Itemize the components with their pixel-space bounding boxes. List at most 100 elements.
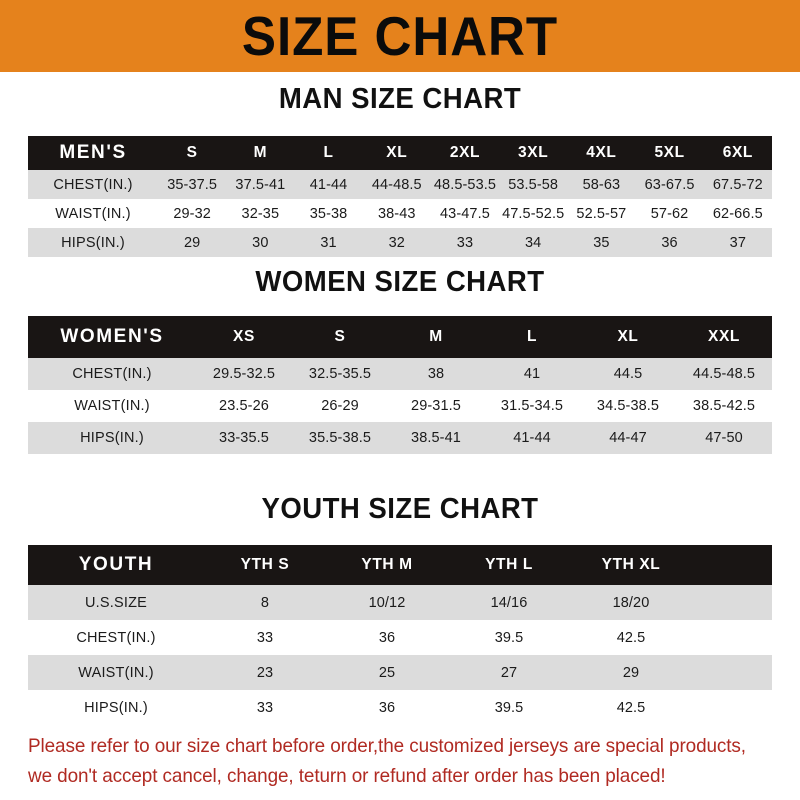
women-size-header-0: XS — [233, 328, 255, 345]
women-cell-0-4: 44.5 — [613, 366, 643, 382]
man-size-table-wrap: MEN'S S M L XL 2XL 3XL 4XL 5XL 6XL CHEST… — [0, 136, 800, 257]
man-cell-0-2: 41-44 — [309, 176, 348, 193]
youth-row-label-0: U.S.SIZE — [84, 594, 148, 611]
women-size-table-wrap: WOMEN'S XS S M L XL XXL CHEST(IN.) 29.5-… — [0, 316, 800, 454]
youth-cell-1-4 — [692, 620, 772, 655]
women-size-header-4: XL — [617, 328, 639, 345]
man-size-header-3: XL — [386, 144, 408, 161]
youth-size-table: YOUTH YTH S YTH M YTH L YTH XL U.S.SIZE … — [28, 545, 772, 725]
youth-section-title: YOUTH SIZE CHART — [261, 493, 539, 525]
youth-cell-3-3: 42.5 — [616, 699, 646, 716]
page-title: SIZE CHART — [241, 5, 559, 67]
man-cell-2-0: 29 — [183, 234, 201, 251]
man-cell-0-4: 48.5-53.5 — [433, 176, 497, 193]
women-cell-2-4: 44-47 — [609, 430, 647, 446]
order-disclaimer: Please refer to our size chart before or… — [28, 731, 757, 791]
man-cell-2-6: 35 — [593, 234, 610, 251]
man-size-header-6: 4XL — [586, 144, 617, 161]
youth-cell-3-4 — [692, 690, 772, 725]
man-cell-2-8: 37 — [729, 234, 746, 251]
man-table-header-row: MEN'S S M L XL 2XL 3XL 4XL 5XL 6XL — [28, 136, 772, 170]
women-cell-1-0: 23.5-26 — [219, 398, 269, 414]
youth-cell-3-0: 33 — [256, 699, 274, 716]
youth-cell-0-4 — [692, 585, 772, 620]
table-row: WAIST(IN.) 23 25 27 29 — [28, 655, 772, 690]
man-cell-0-5: 53.5-58 — [508, 176, 559, 193]
man-cell-0-8: 67.5-72 — [712, 176, 763, 193]
table-row: HIPS(IN.) 33-35.5 35.5-38.5 38.5-41 41-4… — [28, 422, 772, 454]
youth-cell-2-1: 25 — [378, 664, 396, 681]
youth-cell-0-0: 8 — [260, 594, 270, 611]
women-size-table: WOMEN'S XS S M L XL XXL CHEST(IN.) 29.5-… — [28, 316, 772, 454]
women-section-title: WOMEN SIZE CHART — [255, 266, 545, 298]
table-row: WAIST(IN.) 29-32 32-35 35-38 38-43 43-47… — [28, 199, 772, 228]
man-corner-label: MEN'S — [59, 142, 127, 163]
women-size-header-3: L — [526, 328, 538, 345]
women-row-label-0: CHEST(IN.) — [72, 366, 152, 382]
youth-corner-label: YOUTH — [78, 554, 154, 575]
man-cell-2-2: 31 — [320, 234, 337, 251]
youth-cell-3-2: 39.5 — [494, 699, 524, 716]
women-cell-0-3: 41 — [523, 366, 541, 382]
man-cell-1-8: 62-66.5 — [712, 205, 763, 222]
women-cell-0-1: 32.5-35.5 — [308, 366, 372, 382]
table-row: CHEST(IN.) 29.5-32.5 32.5-35.5 38 41 44.… — [28, 358, 772, 390]
man-cell-2-3: 32 — [388, 234, 405, 251]
man-cell-0-1: 37.5-41 — [235, 176, 286, 193]
page-banner: SIZE CHART — [0, 0, 800, 72]
table-row: CHEST(IN.) 35-37.5 37.5-41 41-44 44-48.5… — [28, 170, 772, 199]
youth-size-header-4 — [692, 545, 772, 585]
youth-size-header-1: YTH M — [361, 556, 413, 573]
youth-row-label-2: WAIST(IN.) — [78, 664, 154, 681]
man-size-table: MEN'S S M L XL 2XL 3XL 4XL 5XL 6XL CHEST… — [28, 136, 772, 257]
youth-cell-0-2: 14/16 — [490, 594, 528, 611]
youth-cell-2-3: 29 — [622, 664, 640, 681]
man-section-title: MAN SIZE CHART — [278, 83, 522, 115]
youth-row-label-1: CHEST(IN.) — [76, 629, 156, 646]
women-table-header-row: WOMEN'S XS S M L XL XXL — [28, 316, 772, 358]
women-cell-2-2: 38.5-41 — [411, 430, 461, 446]
women-cell-1-5: 38.5-42.5 — [692, 398, 756, 414]
women-cell-1-3: 31.5-34.5 — [500, 398, 564, 414]
man-cell-0-0: 35-37.5 — [167, 176, 218, 193]
man-cell-0-3: 44-48.5 — [371, 176, 422, 193]
women-cell-0-0: 29.5-32.5 — [212, 366, 276, 382]
table-row: HIPS(IN.) 33 36 39.5 42.5 — [28, 690, 772, 725]
man-cell-1-4: 43-47.5 — [440, 205, 490, 222]
man-cell-1-2: 35-38 — [309, 205, 348, 222]
women-cell-2-3: 41-44 — [513, 430, 551, 446]
table-row: HIPS(IN.) 29 30 31 32 33 34 35 36 37 — [28, 228, 772, 257]
women-cell-2-1: 35.5-38.5 — [308, 430, 372, 446]
man-cell-0-7: 63-67.5 — [644, 176, 695, 193]
youth-cell-1-0: 33 — [256, 629, 274, 646]
man-size-header-1: M — [253, 144, 268, 161]
women-size-header-5: XXL — [708, 328, 740, 345]
order-disclaimer-line-1: Please refer to our size chart before or… — [28, 735, 746, 757]
youth-cell-2-2: 27 — [500, 664, 518, 681]
youth-cell-2-4 — [692, 655, 772, 690]
man-cell-1-1: 32-35 — [241, 205, 280, 222]
table-row: WAIST(IN.) 23.5-26 26-29 29-31.5 31.5-34… — [28, 390, 772, 422]
man-cell-2-4: 33 — [456, 234, 474, 251]
man-cell-2-5: 34 — [524, 234, 542, 251]
women-cell-1-1: 26-29 — [321, 398, 359, 414]
man-size-header-0: S — [186, 144, 198, 161]
man-row-label-1: WAIST(IN.) — [55, 205, 131, 222]
women-cell-2-0: 33-35.5 — [219, 430, 269, 446]
man-cell-1-0: 29-32 — [173, 205, 211, 222]
order-disclaimer-line-2: we don't accept cancel, change, teturn o… — [28, 765, 666, 787]
women-cell-2-5: 47-50 — [705, 430, 743, 446]
man-cell-1-3: 38-43 — [377, 205, 416, 222]
man-size-header-5: 3XL — [518, 144, 549, 161]
youth-size-table-wrap: YOUTH YTH S YTH M YTH L YTH XL U.S.SIZE … — [0, 545, 800, 725]
man-row-label-0: CHEST(IN.) — [53, 176, 133, 193]
man-row-label-2: HIPS(IN.) — [61, 234, 125, 251]
women-row-label-2: HIPS(IN.) — [80, 430, 144, 446]
youth-cell-1-3: 42.5 — [616, 629, 646, 646]
man-cell-1-7: 57-62 — [650, 205, 689, 222]
women-size-header-2: M — [429, 328, 443, 345]
man-cell-2-1: 30 — [252, 234, 269, 251]
man-size-header-2: L — [323, 144, 334, 161]
youth-cell-2-0: 23 — [256, 664, 274, 681]
man-cell-2-7: 36 — [661, 234, 678, 251]
